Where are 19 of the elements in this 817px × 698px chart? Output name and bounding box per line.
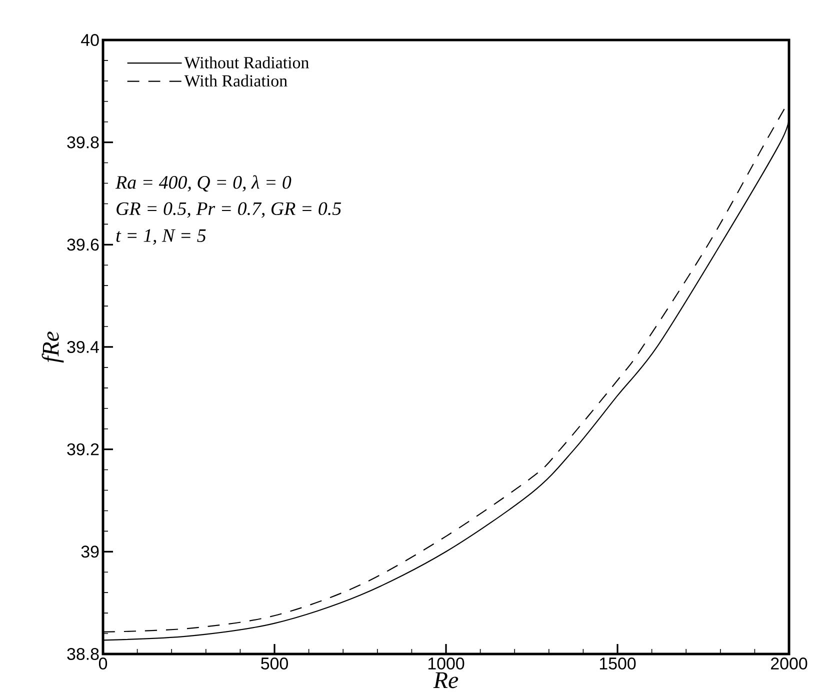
x-tick-label: 1000 xyxy=(428,658,464,670)
x-tick-label: 1500 xyxy=(600,658,636,670)
x-axis-title: Re xyxy=(433,672,458,688)
y-axis-title: fRe xyxy=(42,332,64,363)
y-tick-label: 39.8 xyxy=(67,136,99,148)
annotation: GR = 0.5, Pr = 0.7, GR = 0.5 xyxy=(116,202,342,218)
x-tick-label: 2000 xyxy=(771,658,808,670)
legend-label: Without Radiation xyxy=(184,56,309,68)
y-tick-label: 39.4 xyxy=(67,340,99,353)
y-tick-label: 38.8 xyxy=(67,648,99,660)
x-tick-label: 0 xyxy=(98,658,108,670)
annotation: Ra = 400, Q = 0, λ = 0 xyxy=(115,175,292,192)
y-tick-label: 39.2 xyxy=(67,443,99,456)
annotation: t = 1, N = 5 xyxy=(116,229,206,245)
y-tick-label: 40 xyxy=(81,34,99,46)
legend-label: With Radiation xyxy=(184,74,288,87)
y-tick-label: 39.6 xyxy=(67,238,99,251)
y-tick-label: 39 xyxy=(81,546,99,558)
x-tick-label: 500 xyxy=(261,658,288,670)
